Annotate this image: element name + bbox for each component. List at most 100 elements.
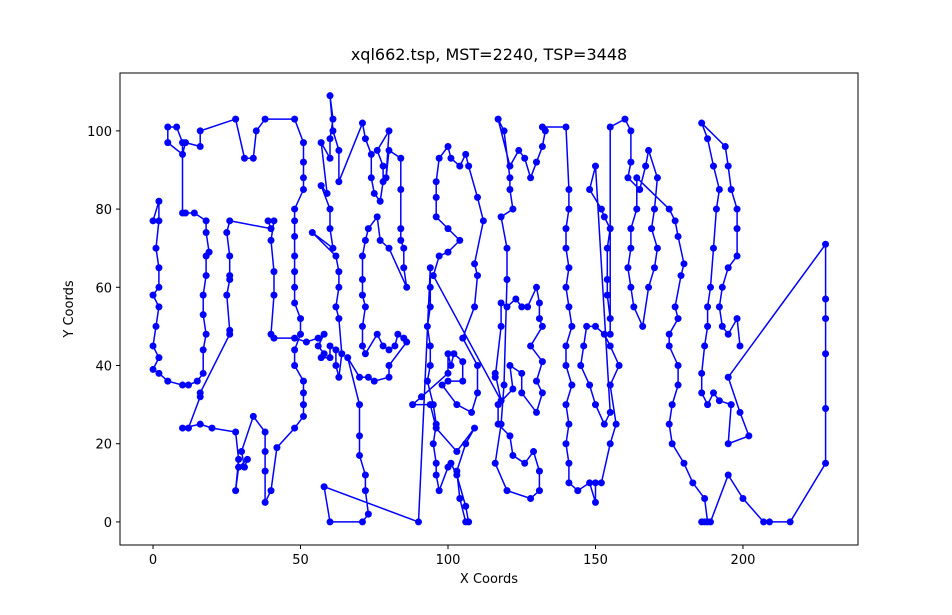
- city-point: [299, 186, 307, 194]
- city-point: [199, 291, 207, 299]
- city-point: [338, 350, 346, 358]
- city-point: [370, 377, 378, 385]
- city-point: [261, 498, 269, 506]
- city-point: [435, 154, 443, 162]
- city-point: [648, 225, 656, 233]
- city-point: [261, 467, 269, 475]
- city-point: [205, 248, 213, 256]
- city-point: [733, 205, 741, 213]
- city-point: [332, 346, 340, 354]
- city-point: [591, 162, 599, 170]
- city-point: [444, 225, 452, 233]
- city-point: [370, 189, 378, 197]
- city-point: [358, 119, 366, 127]
- city-point: [361, 350, 369, 358]
- city-point: [238, 448, 246, 456]
- city-point: [344, 354, 352, 362]
- city-point: [415, 518, 423, 526]
- city-point: [709, 389, 717, 397]
- city-point: [267, 487, 275, 495]
- city-point: [444, 377, 452, 385]
- city-point: [444, 248, 452, 256]
- y-tick-label: 60: [95, 281, 112, 296]
- city-point: [506, 174, 514, 182]
- city-point: [364, 225, 372, 233]
- city-point: [627, 127, 635, 135]
- x-tick-label: 150: [583, 553, 608, 568]
- city-point: [364, 373, 372, 381]
- city-point: [565, 264, 573, 272]
- city-point: [226, 217, 234, 225]
- city-point: [532, 158, 540, 166]
- city-point: [712, 205, 720, 213]
- city-point: [462, 150, 470, 158]
- city-point: [181, 139, 189, 147]
- city-point: [267, 236, 275, 244]
- city-point: [562, 342, 570, 350]
- city-point: [701, 342, 709, 350]
- city-point: [786, 518, 794, 526]
- city-point: [429, 272, 437, 280]
- city-point: [822, 315, 830, 323]
- city-point: [568, 322, 576, 330]
- city-point: [736, 408, 744, 416]
- city-point: [264, 217, 272, 225]
- city-point: [261, 428, 269, 436]
- city-point: [202, 330, 210, 338]
- city-point: [459, 377, 467, 385]
- city-point: [426, 303, 434, 311]
- city-point: [518, 389, 526, 397]
- city-point: [291, 115, 299, 123]
- city-point: [715, 186, 723, 194]
- city-point: [721, 143, 729, 151]
- city-point: [397, 225, 405, 233]
- city-point: [668, 401, 676, 409]
- city-point: [196, 143, 204, 151]
- city-point: [240, 154, 248, 162]
- city-point: [385, 346, 393, 354]
- city-point: [299, 174, 307, 182]
- city-point: [668, 440, 676, 448]
- city-point: [447, 459, 455, 467]
- city-point: [291, 424, 299, 432]
- city-point: [435, 487, 443, 495]
- city-point: [506, 432, 514, 440]
- city-point: [232, 428, 240, 436]
- city-point: [473, 193, 481, 201]
- city-point: [299, 389, 307, 397]
- city-point: [367, 174, 375, 182]
- city-point: [326, 205, 334, 213]
- city-point: [179, 381, 187, 389]
- city-point: [382, 174, 390, 182]
- city-point: [465, 162, 473, 170]
- city-point: [600, 213, 608, 221]
- city-point: [822, 405, 830, 413]
- city-point: [630, 303, 638, 311]
- city-point: [326, 135, 334, 143]
- city-point: [435, 252, 443, 260]
- city-point: [326, 92, 334, 100]
- city-point: [491, 373, 499, 381]
- city-point: [270, 334, 278, 342]
- city-point: [356, 373, 364, 381]
- city-point: [562, 440, 570, 448]
- city-point: [503, 275, 511, 283]
- city-point: [403, 283, 411, 291]
- city-point: [155, 354, 163, 362]
- city-point: [190, 209, 198, 217]
- city-point: [733, 225, 741, 233]
- city-point: [149, 291, 157, 299]
- city-point: [530, 448, 538, 456]
- city-point: [373, 330, 381, 338]
- city-point: [704, 303, 712, 311]
- city-point: [356, 451, 364, 459]
- city-point: [291, 346, 299, 354]
- city-point: [822, 240, 830, 248]
- city-point: [252, 127, 260, 135]
- city-point: [532, 377, 540, 385]
- y-tick-label: 80: [95, 203, 112, 218]
- city-point: [532, 283, 540, 291]
- city-point: [299, 401, 307, 409]
- city-point: [155, 197, 163, 205]
- city-point: [155, 283, 163, 291]
